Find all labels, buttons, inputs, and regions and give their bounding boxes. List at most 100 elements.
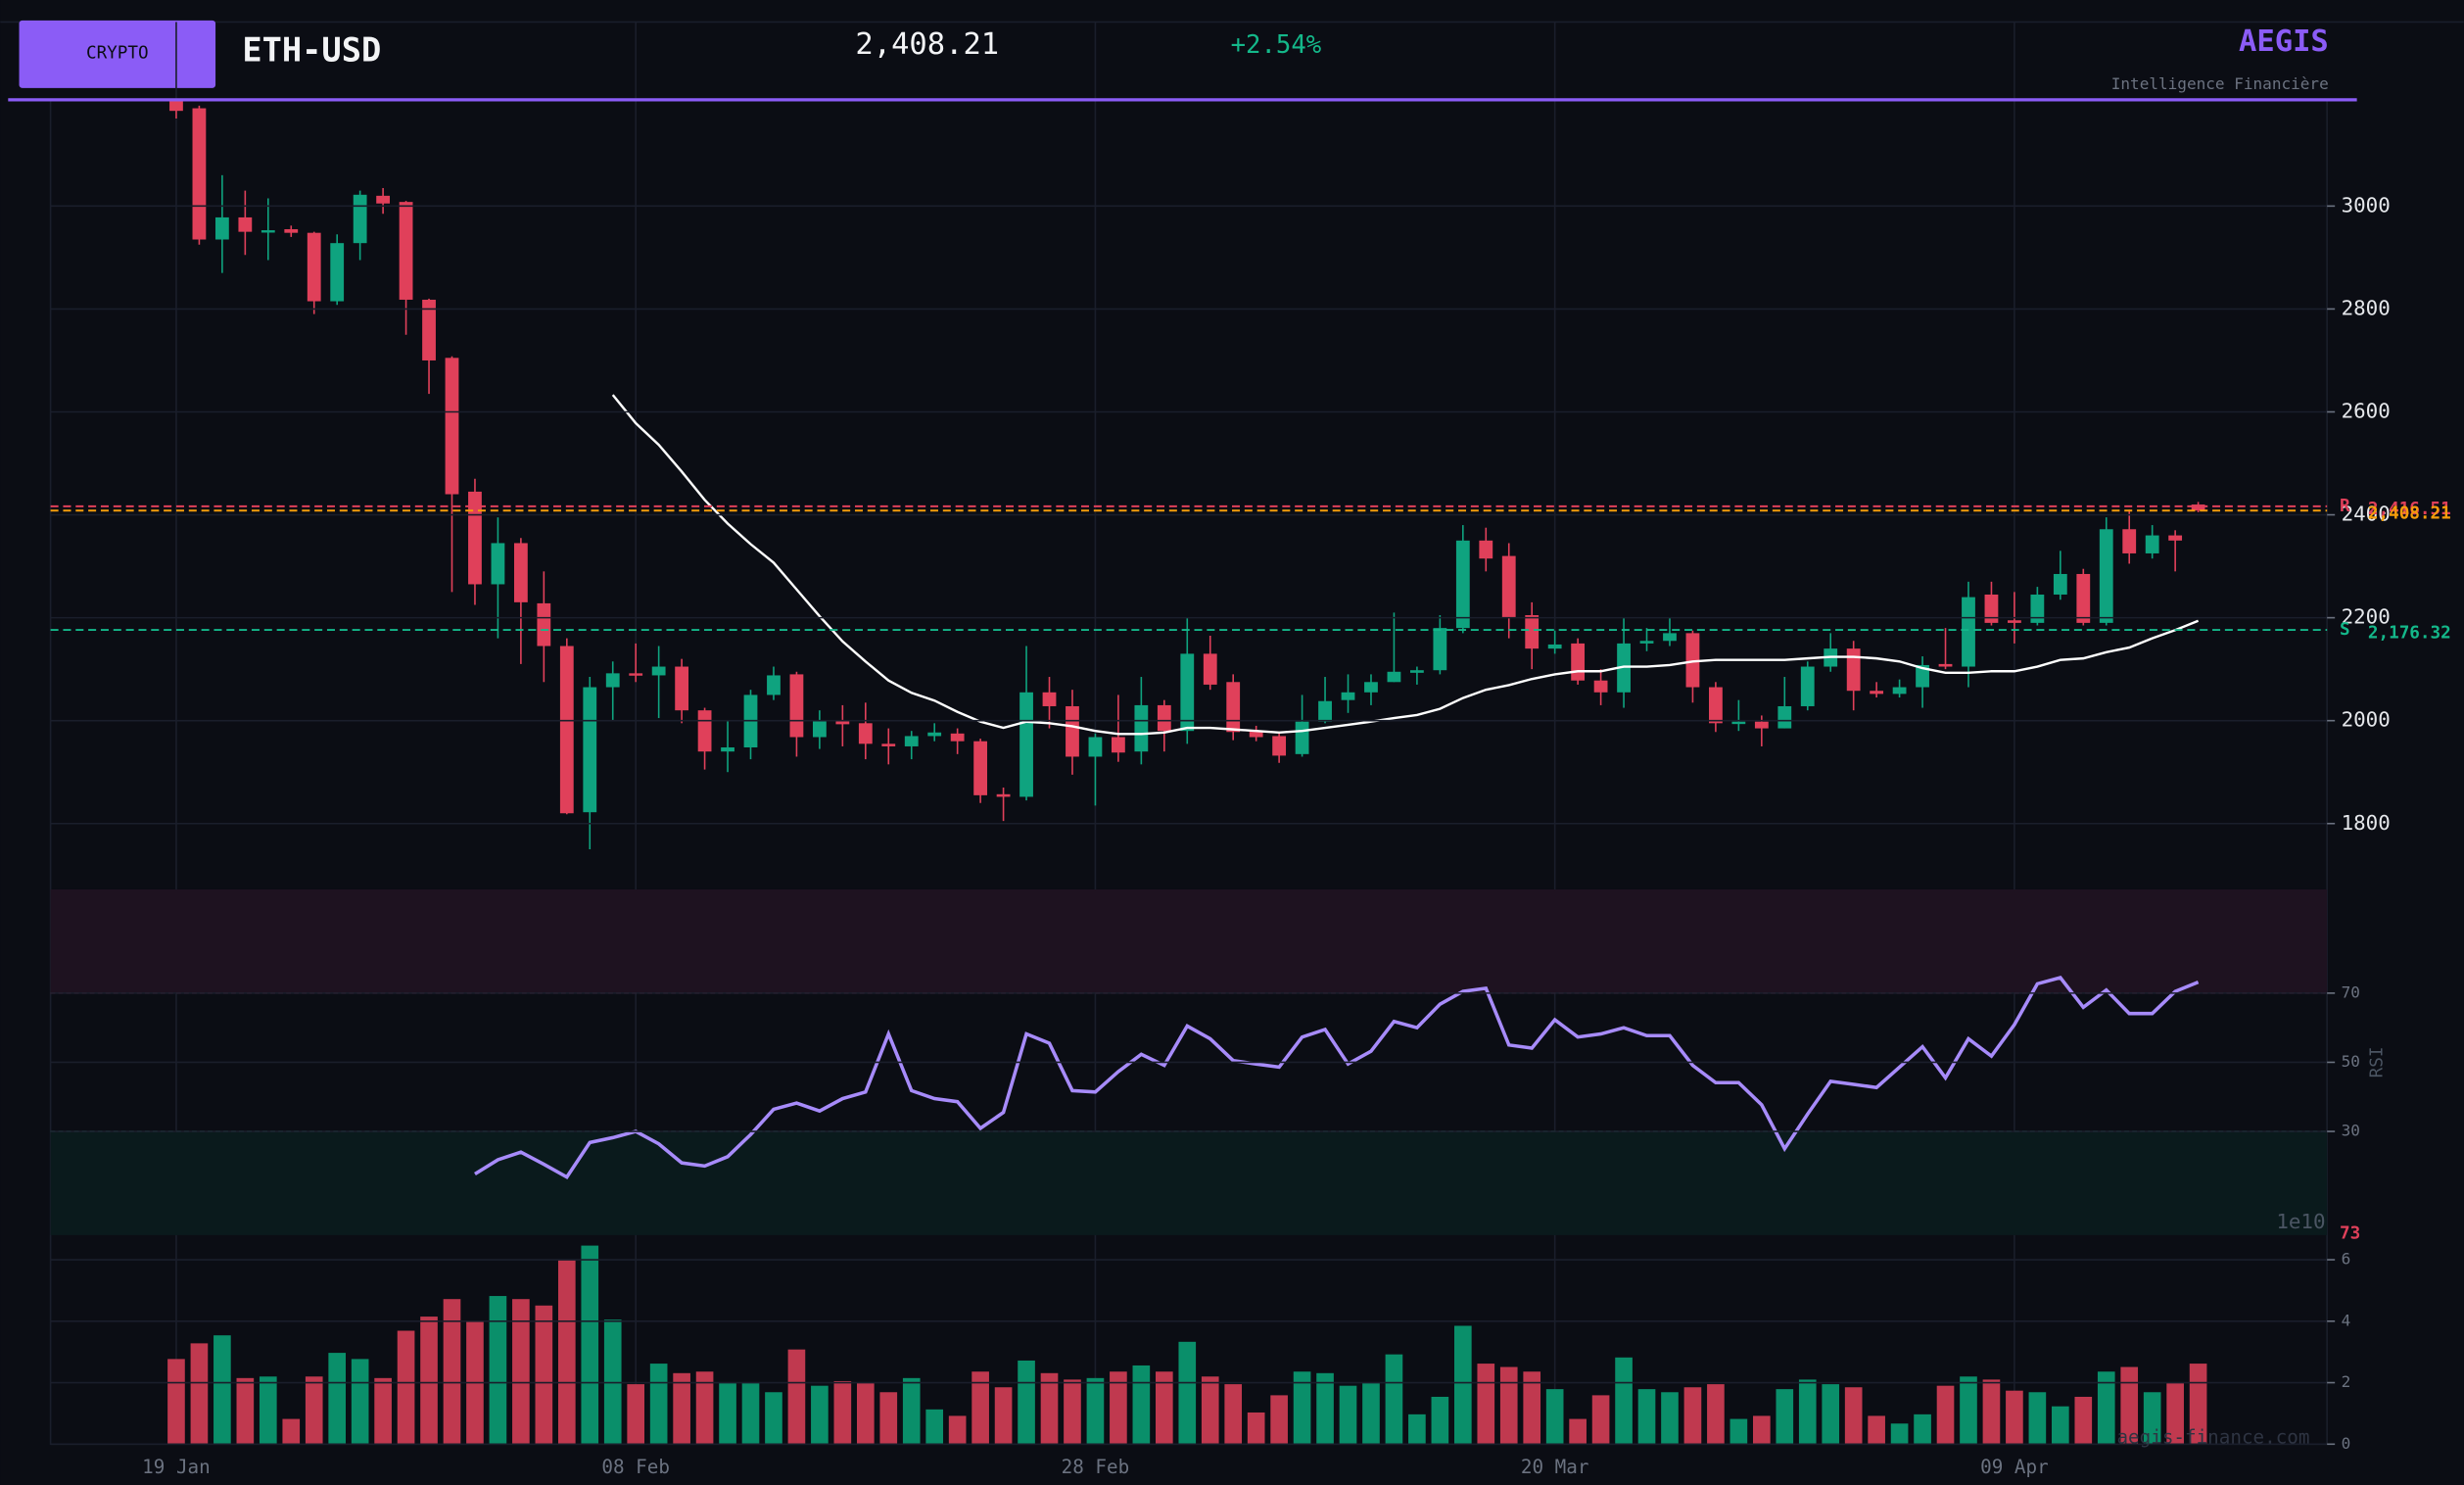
volume-bar	[925, 1409, 944, 1445]
volume-bar	[1385, 1354, 1403, 1445]
volume-bar	[1637, 1389, 1656, 1445]
candle-body	[605, 673, 620, 688]
volume-bar	[2028, 1392, 2047, 1445]
volume-bar	[673, 1372, 690, 1445]
candle-body	[1754, 721, 1769, 729]
volume-bar	[811, 1385, 829, 1445]
symbol: ETH-USD	[242, 30, 381, 69]
volume-bar	[535, 1305, 553, 1445]
level-label: 2,416.51	[2368, 500, 2451, 519]
volume-bar	[1591, 1395, 1610, 1445]
candle-body	[1433, 628, 1447, 671]
volume-bar	[1707, 1384, 1725, 1445]
badge-text: CRYPTO	[86, 44, 149, 64]
candle-body	[1709, 687, 1723, 724]
level-label: 2,408.21	[2368, 503, 2451, 523]
rsi-zone	[50, 888, 2328, 993]
volume-bar	[305, 1376, 323, 1445]
volume-bar	[1316, 1372, 1334, 1445]
volume-bar	[1661, 1392, 1679, 1445]
volume-bar	[1431, 1396, 1449, 1445]
volume-bar	[1936, 1385, 1955, 1445]
candle-body	[1731, 721, 1746, 725]
y-tick-label: 2200	[2342, 605, 2391, 629]
candle-body	[1180, 653, 1195, 732]
candle-body	[858, 723, 873, 744]
candle-body	[904, 736, 919, 746]
candle-body	[950, 733, 965, 742]
candle-body	[1272, 736, 1287, 756]
candle-body	[1593, 680, 1608, 693]
volume-scale: 1e10	[2276, 1210, 2325, 1233]
volume-bar	[1293, 1371, 1311, 1445]
volume-bar	[282, 1418, 301, 1445]
volume-bar	[581, 1245, 599, 1445]
candle-body	[973, 741, 988, 795]
volume-bar	[557, 1260, 576, 1445]
candle-body	[1777, 705, 1792, 729]
volume-bar	[1270, 1395, 1288, 1445]
volume-bar	[879, 1392, 898, 1445]
candle-body	[330, 243, 345, 302]
y-tick-label: 50	[2342, 1052, 2360, 1071]
volume-bar	[2166, 1382, 2184, 1445]
volume-bar	[1453, 1325, 1472, 1445]
volume-bar	[994, 1387, 1013, 1445]
candle-body	[1892, 687, 1907, 695]
volume-bar	[1040, 1372, 1059, 1445]
candle-body	[927, 732, 942, 737]
volume-bar	[765, 1392, 782, 1445]
volume-bar	[649, 1364, 668, 1445]
volume-bar	[741, 1382, 760, 1445]
volume-bar	[1615, 1357, 1633, 1445]
volume-bar	[443, 1299, 461, 1445]
volume-bar	[1890, 1423, 1909, 1445]
volume-bar	[167, 1359, 185, 1445]
volume-bar	[695, 1371, 714, 1445]
candle-body	[583, 687, 597, 813]
candle-body	[1617, 643, 1631, 693]
volume-bar	[512, 1299, 530, 1445]
volume-bar	[1086, 1377, 1105, 1445]
volume-bar	[2189, 1364, 2207, 1445]
volume-bar	[420, 1317, 438, 1445]
volume-bar	[1018, 1360, 1035, 1445]
y-tick-label: 1800	[2342, 811, 2391, 835]
volume-bar	[1339, 1385, 1357, 1445]
candle-body	[2076, 573, 2091, 623]
candle-body	[881, 743, 896, 746]
volume-bar	[2097, 1371, 2115, 1445]
candle-body	[1249, 731, 1263, 738]
x-tick-label: 28 Feb	[1062, 1456, 1130, 1478]
volume-bar	[1868, 1415, 1885, 1445]
volume-bar	[1753, 1415, 1771, 1445]
candle-body	[1387, 671, 1401, 683]
x-tick-label: 08 Feb	[601, 1456, 670, 1478]
y-tick-label: 4	[2342, 1311, 2351, 1329]
y-tick-label: 6	[2342, 1250, 2351, 1269]
candle-body	[1663, 633, 1677, 642]
volume-bar	[627, 1384, 645, 1445]
candle-body	[1938, 663, 1953, 667]
candle-body	[1364, 682, 1378, 693]
volume-bar	[351, 1359, 369, 1445]
volume-bar	[1224, 1384, 1243, 1445]
volume-bar	[1960, 1376, 1977, 1445]
candle-body	[2030, 594, 2045, 623]
y-tick-label: 2600	[2342, 399, 2391, 422]
volume-bar	[971, 1371, 989, 1445]
candle-body	[422, 299, 436, 360]
candle-body	[1318, 700, 1332, 722]
candle-body	[1846, 648, 1861, 692]
candle-body	[1800, 666, 1815, 706]
candle-body	[1019, 692, 1033, 797]
rsi-line	[474, 975, 2200, 1179]
price-panel	[169, 100, 2205, 850]
candle-body	[1203, 653, 1217, 685]
level-label: 2,176.32	[2368, 623, 2451, 643]
volume-bar	[1408, 1413, 1426, 1445]
volume-bar	[1155, 1371, 1173, 1445]
brand: AEGIS	[2239, 24, 2329, 59]
rsi-zone	[50, 1131, 2328, 1235]
